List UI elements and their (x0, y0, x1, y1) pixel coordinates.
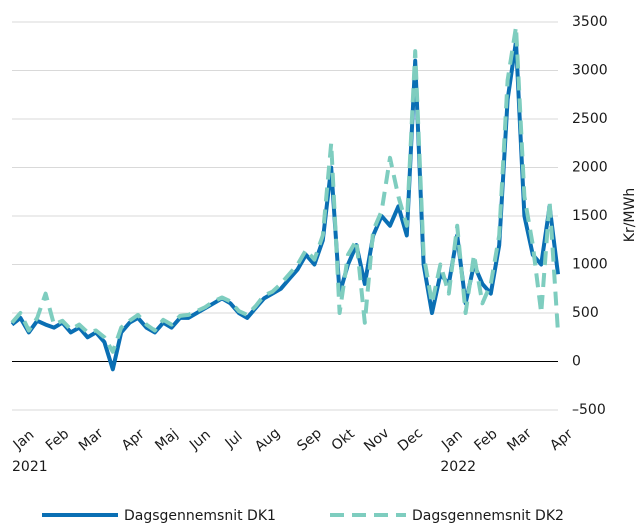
data-line (10, 39, 560, 372)
x-tick-label: Okt (329, 426, 359, 454)
y-tick-label: 500 (572, 305, 599, 321)
x-tick-label: Jan (10, 427, 38, 454)
x-tick-label: Apr (119, 426, 148, 454)
year-label: 2021 (12, 459, 48, 475)
x-tick-label: Feb (471, 426, 500, 454)
legend-label: Dagsgennemsnit DK2 (412, 508, 564, 524)
year-label: 2022 (440, 459, 476, 475)
x-tick-label: Jan (438, 427, 466, 454)
x-tick-label: Nov (361, 425, 392, 455)
x-tick-label: Mar (504, 425, 535, 454)
x-tick-label: Apr (547, 426, 576, 454)
x-tick-label: Jul (222, 428, 246, 452)
y-tick-label: 2000 (572, 160, 608, 176)
y-tick-label: 0 (572, 354, 581, 370)
y-tick-label: –500 (572, 402, 606, 418)
data-line (10, 24, 560, 354)
y-tick-label: 2500 (572, 111, 608, 127)
x-tick-label: Jun (186, 427, 214, 454)
legend-label: Dagsgennemsnit DK1 (124, 508, 276, 524)
y-tick-label: 1000 (572, 257, 608, 273)
x-tick-label: Sep (294, 425, 325, 454)
y-axis-label: Kr/MWh (622, 188, 638, 242)
y-tick-label: 3500 (572, 14, 608, 30)
x-tick-label: Maj (152, 426, 181, 454)
x-tick-label: Aug (252, 425, 283, 455)
x-tick-label: Mar (76, 425, 107, 454)
x-tick-label: Feb (43, 426, 72, 454)
y-tick-label: 3000 (572, 63, 608, 79)
y-tick-label: 1500 (572, 208, 608, 224)
x-tick-label: Dec (395, 425, 426, 455)
